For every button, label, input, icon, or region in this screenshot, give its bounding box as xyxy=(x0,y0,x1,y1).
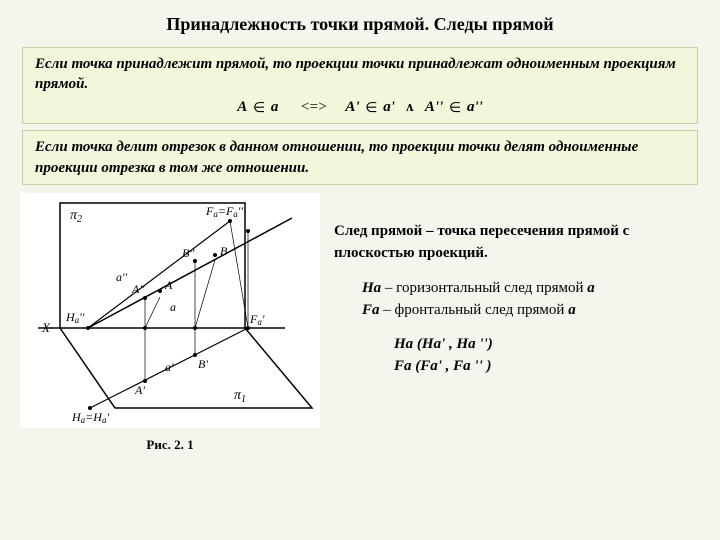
svg-text:A'': A'' xyxy=(131,282,145,296)
h-rest: – горизонтальный след прямой xyxy=(381,280,587,296)
f-rest: – фронтальный след прямой xyxy=(380,302,569,318)
f-a: a xyxy=(568,302,576,318)
sym-in3: ∈ xyxy=(447,100,463,119)
theorem1-text: Если точка принадлежит прямой, то проекц… xyxy=(35,56,676,92)
sym-App: A'' xyxy=(425,99,443,115)
sym-a: a xyxy=(271,99,279,115)
svg-text:A': A' xyxy=(134,383,145,397)
svg-text:B'': B'' xyxy=(182,246,195,260)
projection-diagram: X π2 π1 Ha'' Ha=Ha' A'' A A' B'' B B' a … xyxy=(20,193,320,428)
right-text: След прямой – точка пересечения прямой с… xyxy=(320,193,700,453)
svg-text:B: B xyxy=(220,244,228,258)
theorem2-text: Если точка делит отрезок в данном отноше… xyxy=(35,139,638,175)
svg-text:Fa': Fa' xyxy=(249,312,265,327)
sym-iff: <=> xyxy=(301,99,327,115)
figure-caption: Рис. 2. 1 xyxy=(20,437,320,453)
svg-text:X: X xyxy=(41,320,51,335)
theorem-box-1: Если точка принадлежит прямой, то проекц… xyxy=(22,47,698,124)
sym-app: a'' xyxy=(467,99,483,115)
sym-in1: ∈ xyxy=(251,100,267,119)
sym-Ap: A' xyxy=(345,99,359,115)
diagram-container: X π2 π1 Ha'' Ha=Ha' A'' A A' B'' B B' a … xyxy=(20,193,320,453)
sym-A: A xyxy=(237,99,247,115)
h-coords: Ha (Ha' , Ha '') xyxy=(394,334,700,356)
svg-text:B': B' xyxy=(198,357,208,371)
svg-text:a'': a'' xyxy=(116,270,128,284)
page-title: Принадлежность точки прямой. Следы прямо… xyxy=(0,0,720,43)
f-coords: Fa (Fa' , Fa '' ) xyxy=(394,356,700,378)
svg-text:a': a' xyxy=(165,360,174,374)
svg-text:a: a xyxy=(170,300,176,314)
sym-ap: a' xyxy=(383,99,395,115)
h-a: a xyxy=(587,280,595,296)
h-trace-def: Ha – горизонтальный след прямой a xyxy=(362,278,700,300)
f-sym: Fa xyxy=(362,302,380,318)
svg-text:A: A xyxy=(164,278,173,292)
sym-and: ʌ xyxy=(406,99,414,115)
svg-text:Fa=Fa'': Fa=Fa'' xyxy=(205,204,243,219)
trace-definition: След прямой – точка пересечения прямой с… xyxy=(334,221,700,265)
h-sym: Ha xyxy=(362,280,381,296)
theorem1-formula: A ∈ a <=> A' ∈ a' ʌ A'' ∈ a'' xyxy=(35,97,685,118)
sym-in2: ∈ xyxy=(363,100,379,119)
f-trace-def: Fa – фронтальный след прямой a xyxy=(362,300,700,322)
theorem-box-2: Если точка делит отрезок в данном отноше… xyxy=(22,130,698,185)
trace-lead: След прямой xyxy=(334,223,422,239)
